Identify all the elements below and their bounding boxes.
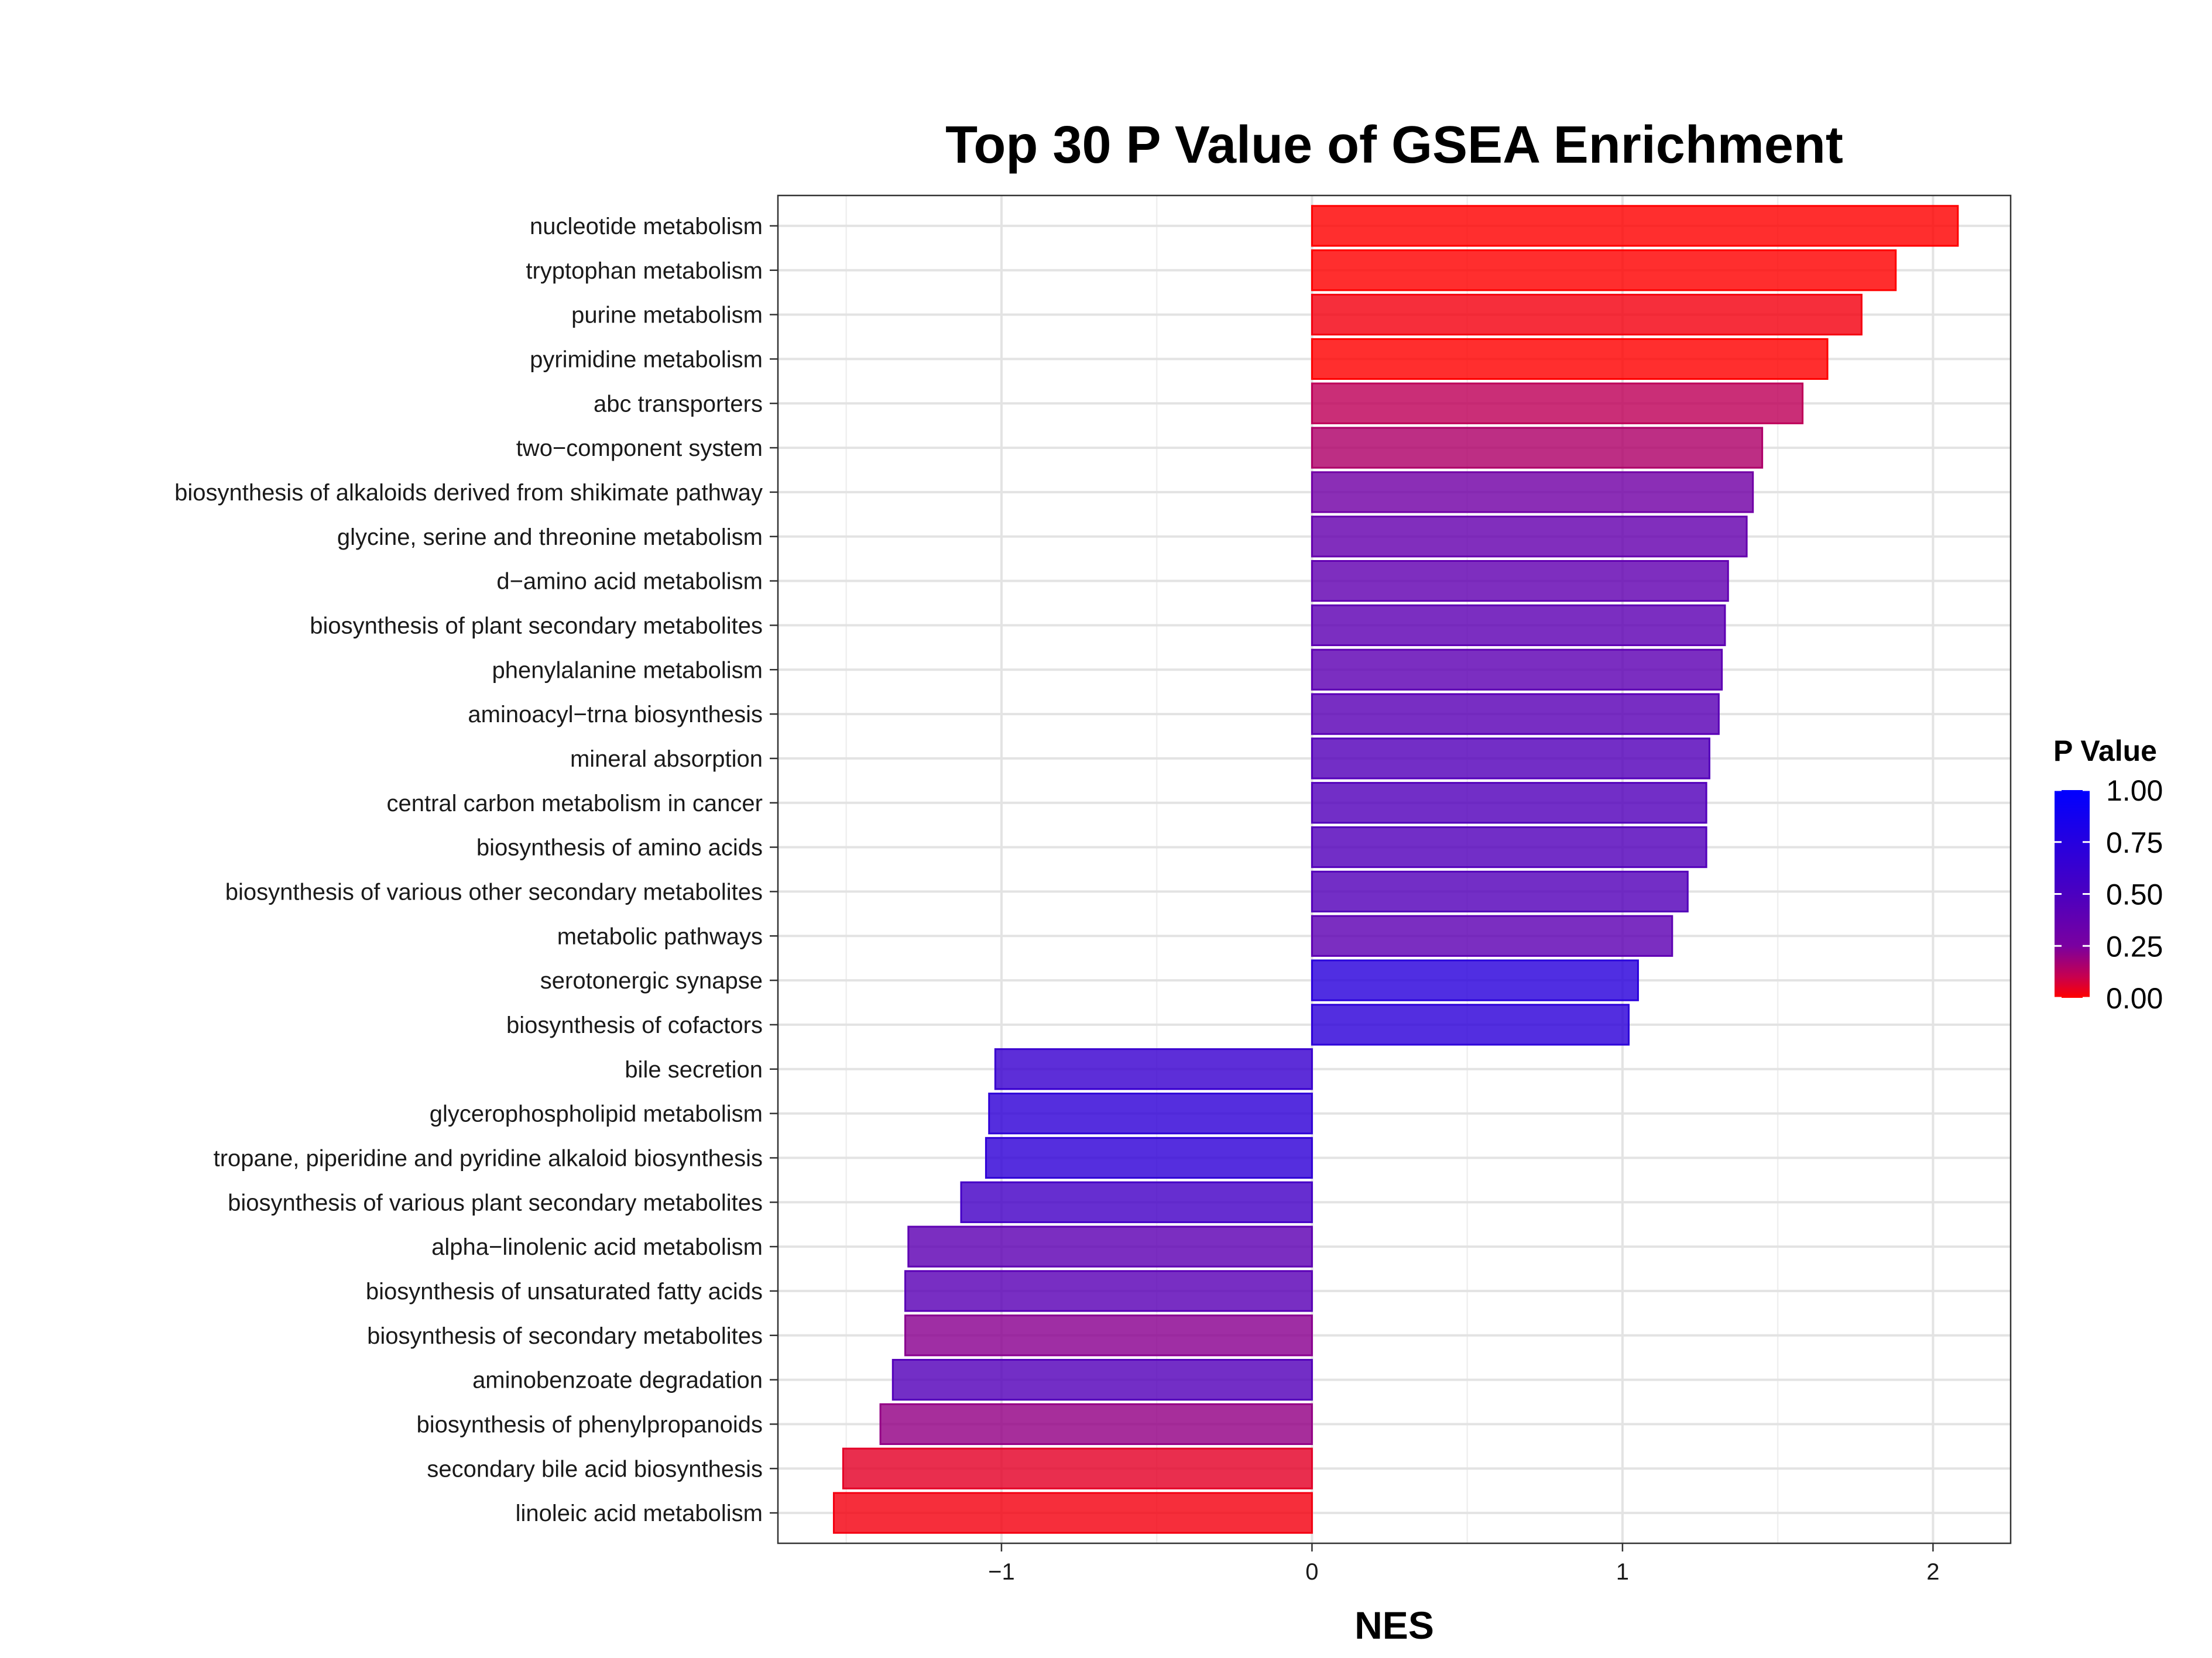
category-label: tryptophan metabolism xyxy=(526,258,763,284)
category-label: glycine, serine and threonine metabolism xyxy=(337,524,763,550)
legend-tick-label: 1.00 xyxy=(2106,774,2163,807)
x-axis-title: NES xyxy=(1354,1604,1434,1647)
category-label: alpha−linolenic acid metabolism xyxy=(431,1234,763,1260)
bar xyxy=(1311,249,1897,291)
category-label: linoleic acid metabolism xyxy=(516,1501,763,1526)
bar xyxy=(1311,1004,1630,1046)
bar xyxy=(1311,737,1710,780)
bar xyxy=(904,1270,1313,1312)
category-label: purine metabolism xyxy=(571,303,763,328)
bar xyxy=(1311,516,1748,558)
category-label: abc transporters xyxy=(594,391,763,417)
bar xyxy=(1311,915,1673,957)
bar xyxy=(1311,382,1804,424)
category-labels: nucleotide metabolism tryptophan metaboli… xyxy=(174,214,778,1526)
bar xyxy=(891,1358,1313,1401)
bar xyxy=(1311,959,1639,1001)
category-label: biosynthesis of unsaturated fatty acids xyxy=(366,1279,763,1305)
plot-panel-border xyxy=(777,194,2012,1544)
bar xyxy=(1311,870,1689,913)
bar xyxy=(994,1048,1313,1090)
p-value-legend: P Value 0.00 0.25 0.50 0.75 1.00 xyxy=(2053,734,2163,1015)
bar xyxy=(988,1092,1313,1135)
category-label: biosynthesis of secondary metabolites xyxy=(367,1323,763,1349)
x-tick-label: 1 xyxy=(1616,1559,1629,1585)
bars xyxy=(832,205,1959,1534)
category-label: biosynthesis of phenylpropanoids xyxy=(416,1412,763,1437)
category-label: d−amino acid metabolism xyxy=(496,569,763,595)
bar xyxy=(1311,693,1720,735)
category-label: mineral absorption xyxy=(570,746,763,772)
category-label: biosynthesis of amino acids xyxy=(476,835,763,861)
category-label: aminobenzoate degradation xyxy=(472,1368,763,1393)
x-axis-ticks: −1 0 1 2 xyxy=(988,1543,1940,1585)
legend-ticks: 0.00 0.25 0.50 0.75 1.00 xyxy=(2055,774,2163,1015)
category-label: two−component system xyxy=(516,435,763,461)
bar xyxy=(1311,471,1754,513)
x-tick-label: 0 xyxy=(1305,1559,1318,1585)
category-label: biosynthesis of various other secondary … xyxy=(225,879,763,905)
category-label: bile secretion xyxy=(625,1057,763,1083)
bar xyxy=(1311,293,1863,336)
x-tick-label: 2 xyxy=(1926,1559,1939,1585)
category-label: secondary bile acid biosynthesis xyxy=(427,1456,763,1482)
legend-tick-label: 0.75 xyxy=(2106,826,2163,859)
bar xyxy=(879,1403,1313,1446)
bar xyxy=(960,1181,1313,1223)
bar xyxy=(832,1492,1313,1534)
category-label: central carbon metabolism in cancer xyxy=(386,791,763,816)
legend-title: P Value xyxy=(2053,734,2157,767)
category-label: glycerophospholipid metabolism xyxy=(430,1101,763,1127)
bar xyxy=(1311,604,1726,647)
bar xyxy=(1311,427,1764,469)
bar xyxy=(1311,782,1707,824)
category-label: metabolic pathways xyxy=(557,924,763,949)
bar xyxy=(1311,338,1829,380)
bar xyxy=(1311,826,1707,869)
category-label: biosynthesis of various plant secondary … xyxy=(228,1190,763,1216)
category-label: biosynthesis of cofactors xyxy=(506,1012,763,1038)
x-tick-label: −1 xyxy=(988,1559,1015,1585)
bar xyxy=(904,1314,1313,1357)
bar xyxy=(1311,205,1959,247)
category-label: tropane, piperidine and pyridine alkaloi… xyxy=(214,1145,763,1171)
category-label: biosynthesis of plant secondary metaboli… xyxy=(310,613,763,639)
category-label: serotonergic synapse xyxy=(540,968,763,994)
bar xyxy=(842,1447,1313,1489)
category-label: nucleotide metabolism xyxy=(530,214,763,239)
bar xyxy=(1311,648,1723,691)
category-label: biosynthesis of alkaloids derived from s… xyxy=(174,480,763,506)
legend-tick-label: 0.25 xyxy=(2106,930,2163,963)
legend-tick-label: 0.00 xyxy=(2106,982,2163,1015)
bar xyxy=(985,1137,1313,1179)
category-label: pyrimidine metabolism xyxy=(530,346,763,372)
legend-tick-label: 0.50 xyxy=(2106,878,2163,911)
category-label: aminoacyl−trna biosynthesis xyxy=(468,702,763,727)
category-label: phenylalanine metabolism xyxy=(492,657,763,683)
chart-title: Top 30 P Value of GSEA Enrichment xyxy=(945,116,1843,174)
bar xyxy=(907,1226,1313,1268)
bar xyxy=(1311,559,1729,602)
